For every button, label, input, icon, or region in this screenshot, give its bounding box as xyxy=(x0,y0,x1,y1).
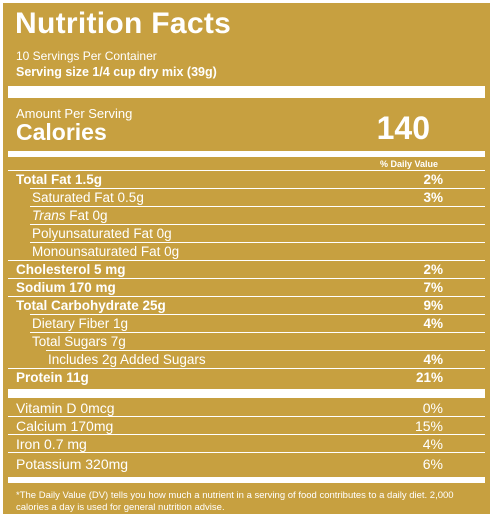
row-rule xyxy=(8,260,485,261)
vitamin-row-potassium: Potassium 320mg 6% xyxy=(8,455,485,473)
nutrient-percent: 4% xyxy=(423,316,443,331)
row-rule xyxy=(8,416,485,417)
thick-divider xyxy=(8,389,485,398)
row-rule xyxy=(30,242,485,243)
nutrient-label: Cholesterol 5 mg xyxy=(16,262,126,277)
nutrient-percent: 21% xyxy=(415,370,443,385)
row-rule xyxy=(8,368,485,369)
thick-divider xyxy=(8,86,485,98)
row-rule xyxy=(30,224,485,225)
vitamin-label: Potassium 320mg xyxy=(16,456,129,472)
nutrient-label: Sodium 170 mg xyxy=(16,280,116,295)
nutrient-row-saturated-fat: Saturated Fat 0.5g 3% xyxy=(8,189,485,207)
vitamin-percent: 0% xyxy=(422,400,443,416)
medium-divider xyxy=(8,151,485,157)
nutrient-label: Polyunsaturated Fat 0g xyxy=(32,226,172,241)
row-rule xyxy=(30,188,485,189)
nutrient-row-sodium: Sodium 170 mg 7% xyxy=(8,279,485,297)
vitamin-label: Vitamin D 0mcg xyxy=(16,400,115,416)
vitamin-row-calcium: Calcium 170mg 15% xyxy=(8,417,485,435)
nutrient-row-total-sugars: Total Sugars 7g xyxy=(8,333,485,351)
nutrient-percent: 3% xyxy=(423,190,443,205)
nutrient-row-dietary-fiber: Dietary Fiber 1g 4% xyxy=(8,315,485,333)
row-rule xyxy=(8,434,485,435)
panel-title: Nutrition Facts xyxy=(15,7,232,40)
trans-italic: Trans xyxy=(32,208,66,223)
row-rule xyxy=(30,206,485,207)
nutrient-percent: 2% xyxy=(423,172,443,187)
amount-per-serving: Amount Per Serving xyxy=(16,106,133,121)
medium-divider xyxy=(8,477,485,483)
vitamin-label: Calcium 170mg xyxy=(16,418,114,434)
vitamin-row-vitamin-d: Vitamin D 0mcg 0% xyxy=(8,399,485,417)
nutrient-row-polyunsaturated-fat: Polyunsaturated Fat 0g xyxy=(8,225,485,243)
nutrient-label: Saturated Fat 0.5g xyxy=(32,190,144,205)
serving-size: Serving size 1/4 cup dry mix (39g) xyxy=(16,65,217,79)
nutrient-label: Dietary Fiber 1g xyxy=(32,316,129,331)
vitamin-percent: 15% xyxy=(414,418,443,434)
divider-line xyxy=(8,170,485,171)
nutrient-row-cholesterol: Cholesterol 5 mg 2% xyxy=(8,261,485,279)
nutrient-row-protein: Protein 11g 21% xyxy=(8,369,485,387)
nutrient-row-total-carbohydrate: Total Carbohydrate 25g 9% xyxy=(8,297,485,315)
row-rule xyxy=(30,332,485,333)
nutrient-row-total-fat: Total Fat 1.5g 2% xyxy=(8,171,485,189)
row-rule xyxy=(30,314,485,315)
nutrient-percent: 9% xyxy=(423,298,443,313)
nutrient-label: Protein 11g xyxy=(16,370,89,385)
calories-label: Calories xyxy=(16,119,107,145)
calories-value: 140 xyxy=(376,110,430,146)
vitamin-percent: 6% xyxy=(422,456,443,472)
servings-per-container: 10 Servings Per Container xyxy=(16,49,157,63)
nutrient-row-monounsaturated-fat: Monounsaturated Fat 0g xyxy=(8,243,485,261)
vitamin-row-iron: Iron 0.7 mg 4% xyxy=(8,435,485,453)
nutrient-percent: 4% xyxy=(423,352,443,367)
nutrient-label: Monounsaturated Fat 0g xyxy=(32,244,180,259)
nutrient-row-trans-fat: Trans Fat 0g xyxy=(8,207,485,225)
nutrient-label: Trans Fat 0g xyxy=(32,208,108,223)
trans-rest: Fat 0g xyxy=(65,208,108,223)
nutrient-label: Total Sugars 7g xyxy=(32,334,126,349)
row-rule xyxy=(8,452,485,453)
nutrient-percent: 7% xyxy=(423,280,443,295)
row-rule xyxy=(8,278,485,279)
vitamin-label: Iron 0.7 mg xyxy=(16,436,87,452)
daily-value-footnote: *The Daily Value (DV) tells you how much… xyxy=(16,490,454,513)
row-rule xyxy=(8,296,485,297)
vitamin-percent: 4% xyxy=(422,436,443,452)
nutrient-label: Includes 2g Added Sugars xyxy=(48,352,206,367)
nutrient-percent: 2% xyxy=(423,262,443,277)
nutrient-label: Total Carbohydrate 25g xyxy=(16,298,166,313)
nutrient-label: Total Fat 1.5g xyxy=(16,172,103,187)
row-rule xyxy=(46,350,485,351)
daily-value-header: % Daily Value xyxy=(379,159,438,169)
nutrient-row-added-sugars: Includes 2g Added Sugars 4% xyxy=(8,351,485,369)
